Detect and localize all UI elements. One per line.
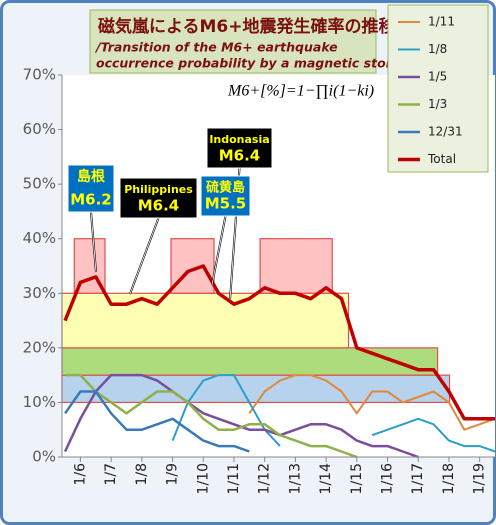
y-tick-label: 0% xyxy=(32,448,56,466)
chart-title: 磁気嵐によるM6+地震発生確率の推移 xyxy=(98,16,395,37)
callout-arrow xyxy=(129,217,159,295)
x-tick-label: 1/9 xyxy=(165,463,181,486)
x-tick-label: 1/8 xyxy=(134,463,150,486)
series-line xyxy=(63,264,495,421)
callout-magnitude: M6.4 xyxy=(138,197,180,215)
callout-box xyxy=(119,177,198,219)
subtitle: occurrence probability by a magnetic sto… xyxy=(96,56,410,71)
band xyxy=(61,292,350,349)
title-box xyxy=(89,9,377,74)
x-tick-label: 1/6 xyxy=(72,463,88,486)
callout-box xyxy=(200,175,251,217)
x-tick-label: 1/19 xyxy=(472,463,488,494)
x-tick-label: 1/12 xyxy=(257,463,273,494)
callout-label: Philippines xyxy=(124,183,193,196)
x-tick-label: 1/7 xyxy=(103,463,119,486)
legend-label: 1/5 xyxy=(428,70,447,84)
callout-arrow xyxy=(211,215,226,286)
band xyxy=(61,347,439,376)
legend-label: 1/8 xyxy=(428,42,447,56)
callout-label: 硫黄島 xyxy=(206,180,245,196)
x-tick-label: 1/10 xyxy=(195,463,211,494)
y-tick-label: 10% xyxy=(23,393,56,411)
x-tick-label: 1/11 xyxy=(226,463,242,494)
x-tick-label: 1/13 xyxy=(287,463,303,494)
legend-label: 12/31 xyxy=(428,125,463,139)
callout-arrow xyxy=(90,211,97,273)
x-tick-label: 1/17 xyxy=(410,463,426,494)
x-tick-label: 1/16 xyxy=(380,463,396,495)
y-tick-label: 40% xyxy=(23,229,56,247)
y-tick-label: 50% xyxy=(23,175,56,193)
y-tick-label: 60% xyxy=(23,120,56,138)
band xyxy=(259,238,333,294)
x-tick-label: 1/15 xyxy=(349,463,365,494)
callout-magnitude: M5.5 xyxy=(205,195,247,213)
callout-label: 島根 xyxy=(77,168,106,185)
y-tick-label: 20% xyxy=(23,338,56,356)
legend-label: Total xyxy=(427,152,456,166)
series-line xyxy=(248,374,496,431)
formula: M6+[%]=1−∏i(1−ki) xyxy=(227,83,374,100)
subtitle: /Transition of the M6+ earthquake xyxy=(94,40,338,55)
callout-box xyxy=(206,127,273,169)
legend-label: 1/11 xyxy=(428,15,455,29)
callout-box xyxy=(67,164,115,213)
callout-magnitude: M6.4 xyxy=(219,147,261,165)
series-line xyxy=(65,373,358,459)
callout-label: Indonasia xyxy=(209,133,269,146)
x-tick-label: 1/18 xyxy=(441,463,457,494)
y-tick-label: 30% xyxy=(23,284,56,302)
legend-label: 1/3 xyxy=(428,97,447,111)
x-tick-label: 1/14 xyxy=(318,463,334,495)
series-line xyxy=(64,390,250,453)
y-tick-label: 70% xyxy=(23,66,56,84)
callout-magnitude: M6.2 xyxy=(70,191,112,209)
legend xyxy=(387,4,489,173)
band xyxy=(61,374,451,404)
